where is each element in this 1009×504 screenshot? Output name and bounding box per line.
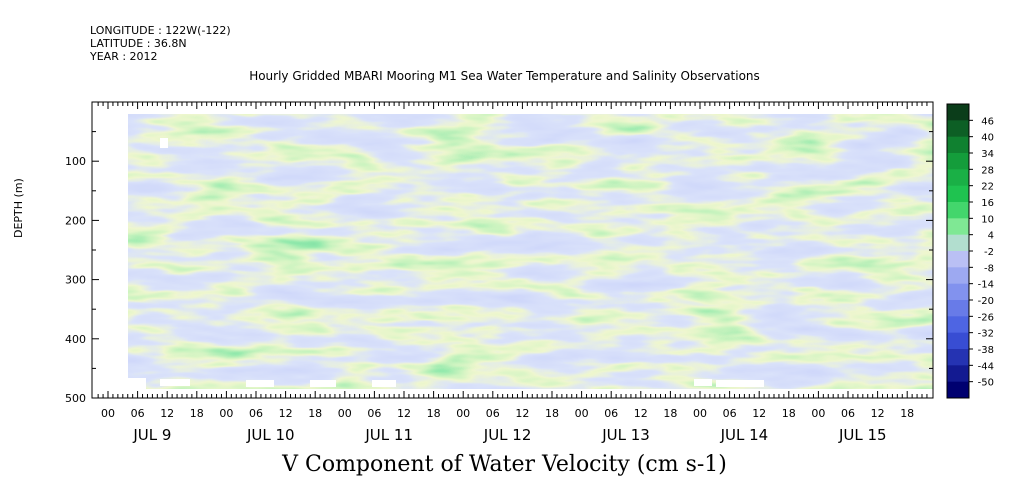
x-tick-label: 06	[131, 407, 145, 420]
chart-title: Hourly Gridded MBARI Mooring M1 Sea Wate…	[249, 69, 760, 83]
y-tick-label: 300	[65, 274, 86, 287]
colorbar-swatch	[947, 136, 969, 154]
colorbar-label: 22	[981, 182, 994, 193]
latitude-label: LATITUDE : 36.8N	[90, 37, 187, 50]
x-tick-label: 18	[663, 407, 677, 420]
colorbar-label: -26	[978, 312, 994, 323]
x-day-label: JUL 14	[720, 426, 769, 444]
colorbar-swatch	[947, 218, 969, 236]
x-tick-label: 18	[427, 407, 441, 420]
x-tick-label: 06	[367, 407, 381, 420]
x-tick-label: 12	[515, 407, 529, 420]
x-tick-label: 18	[545, 407, 559, 420]
colorbar-swatch	[947, 283, 969, 301]
colorbar-swatch	[947, 365, 969, 383]
colorbar-swatch	[947, 381, 969, 399]
colorbar: 46 40 34 28 22 16 10 4 -2 -8 -14 -20 -26 -32 -38 -44 -50	[946, 103, 994, 399]
year-label: YEAR : 2012	[90, 50, 158, 63]
colorbar-label: 46	[981, 116, 994, 127]
x-tick-label: 12	[397, 407, 411, 420]
missing-data-patch	[246, 380, 274, 387]
colorbar-swatch	[947, 267, 969, 285]
missing-data-patch	[128, 378, 146, 389]
x-day-label: JUL 13	[601, 426, 650, 444]
x-tick-label: 00	[693, 407, 707, 420]
colorbar-swatch	[947, 251, 969, 268]
colorbar-label: 10	[981, 214, 994, 225]
y-tick-label: 400	[65, 333, 86, 346]
colorbar-swatch	[947, 234, 969, 252]
x-tick-label: 06	[486, 407, 500, 420]
colorbar-label: 40	[981, 133, 994, 144]
x-tick-label: 12	[160, 407, 174, 420]
longitude-label: LONGITUDE : 122W(-122)	[90, 24, 231, 37]
y-tick-label: 200	[65, 214, 86, 227]
colorbar-swatch	[947, 202, 969, 219]
missing-data-patch	[716, 380, 764, 387]
variable-title: V Component of Water Velocity (cm s-1)	[282, 452, 727, 477]
missing-data-patch	[372, 380, 396, 387]
colorbar-label: 28	[981, 165, 994, 176]
colorbar-label: 34	[981, 149, 994, 160]
y-tick-label: 100	[65, 155, 86, 168]
colorbar-label: -8	[984, 263, 994, 274]
x-tick-label: 18	[190, 407, 204, 420]
axes: 100 200 300 400 500 00 06 12 18 00 06 12 18 00 06 12 18 0…	[65, 101, 934, 444]
colorbar-swatch	[947, 185, 969, 203]
x-tick-label: 00	[101, 407, 115, 420]
x-tick-label: 00	[456, 407, 470, 420]
colorbar-swatch	[947, 332, 969, 350]
x-day-label: JUL 9	[132, 426, 171, 444]
x-tick-label: 12	[752, 407, 766, 420]
missing-data-patch	[310, 380, 336, 387]
x-tick-label: 18	[782, 407, 796, 420]
x-tick-label: 00	[575, 407, 589, 420]
colorbar-swatch	[947, 120, 969, 138]
x-tick-label: 06	[604, 407, 618, 420]
colorbar-swatch	[947, 316, 969, 334]
x-tick-label: 06	[249, 407, 263, 420]
colorbar-swatch	[947, 169, 969, 187]
velocity-field-fill	[128, 114, 933, 389]
colorbar-label: -20	[978, 296, 994, 307]
colorbar-label: -38	[978, 345, 994, 356]
colorbar-label: -14	[978, 280, 994, 291]
velocity-field	[128, 114, 933, 389]
x-tick-label: 12	[634, 407, 648, 420]
x-tick-label: 12	[871, 407, 885, 420]
missing-data-patch	[160, 379, 190, 386]
colorbar-swatch	[947, 104, 969, 121]
colorbar-swatch	[947, 300, 969, 317]
colorbar-label: -2	[984, 247, 994, 258]
missing-data-patch	[160, 138, 168, 148]
colorbar-label: 4	[988, 231, 994, 242]
x-tick-label: 18	[900, 407, 914, 420]
colorbar-label: -44	[978, 361, 994, 372]
colorbar-swatch	[947, 349, 969, 366]
colorbar-swatch	[947, 153, 969, 170]
x-tick-label: 06	[841, 407, 855, 420]
x-day-label: JUL 11	[364, 426, 413, 444]
colorbar-label: -50	[978, 378, 994, 389]
x-day-label: JUL 10	[246, 426, 295, 444]
x-tick-label: 00	[338, 407, 352, 420]
y-tick-label: 500	[65, 392, 86, 405]
missing-data-patch	[694, 379, 712, 386]
x-tick-label: 00	[219, 407, 233, 420]
colorbar-label: -32	[978, 329, 994, 340]
colorbar-label: 16	[981, 198, 994, 209]
x-tick-label: 06	[723, 407, 737, 420]
x-day-label: JUL 12	[483, 426, 532, 444]
x-tick-label: 18	[308, 407, 322, 420]
x-tick-label: 00	[811, 407, 825, 420]
x-tick-label: 12	[279, 407, 293, 420]
x-day-label: JUL 15	[838, 426, 887, 444]
